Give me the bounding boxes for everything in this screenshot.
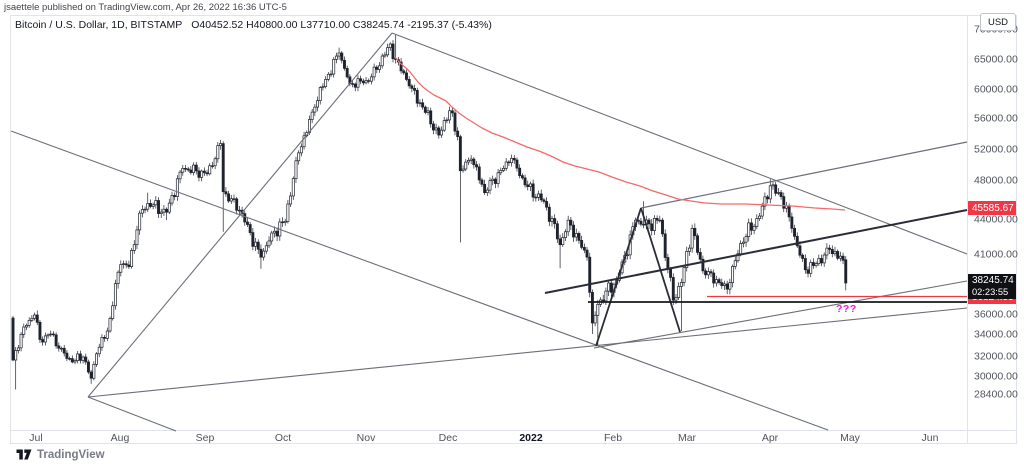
time-axis-label: Oct <box>275 432 291 444</box>
last-price-value: 38245.74 <box>972 275 1014 286</box>
price-axis-label: 41000.00 <box>974 249 1018 261</box>
time-axis-label: Aug <box>111 432 130 444</box>
chart-legend[interactable]: Bitcoin / U.S. Dollar, 1D, BITSTAMP O404… <box>15 19 492 31</box>
last-price-badge: 38245.74 02:23:55 <box>968 274 1016 299</box>
time-axis-label: Dec <box>439 432 458 444</box>
ma-price-value: 45585.67 <box>972 202 1014 214</box>
price-axis-label: 65000.00 <box>974 54 1018 66</box>
price-axis-label: 52000.00 <box>974 144 1018 156</box>
trendlines-layer <box>10 32 968 432</box>
trendline-fan-down[interactable] <box>87 396 177 432</box>
trendline-a-pattern-right[interactable] <box>640 207 681 333</box>
time-axis-label: Apr <box>762 432 779 444</box>
price-axis-label: 44000.00 <box>974 214 1018 226</box>
ohlc-values: O40452.52 H40800.00 L37710.00 C38245.74 … <box>191 19 492 31</box>
publish-watermark: jsaettele published on TradingView.com, … <box>4 2 287 13</box>
candles-layer <box>11 35 848 390</box>
axis-labels: 70000.0065000.0060000.0056000.0052000.00… <box>29 24 1018 445</box>
question-marks-annotation: ??? <box>836 303 857 315</box>
red-average-line[interactable] <box>394 56 846 211</box>
time-axis-label: Sep <box>196 432 215 444</box>
time-axis-label: Jun <box>922 432 939 444</box>
tradingview-logo-text: TradingView <box>37 448 105 461</box>
price-axis-label: 28400.00 <box>974 389 1018 401</box>
symbol-description: Bitcoin / U.S. Dollar, 1D, BITSTAMP <box>15 19 183 31</box>
trendline-desc-into-jan-low[interactable] <box>10 130 829 431</box>
tradingview-logo-icon <box>16 449 32 460</box>
time-axis-label: Feb <box>604 432 622 444</box>
price-axis-label: 32000.00 <box>974 351 1018 363</box>
time-axis-label: May <box>840 432 861 444</box>
price-axis-label: 34000.00 <box>974 329 1018 341</box>
price-axis-label: 30000.00 <box>974 371 1018 383</box>
time-axis-label: Jul <box>29 432 42 444</box>
chart-frame <box>10 15 1017 444</box>
trendline-a-pattern-left[interactable] <box>595 207 642 347</box>
time-axis-label: Nov <box>357 432 376 444</box>
ma-line-layer <box>394 56 846 211</box>
trendline-rise-from-jan-low[interactable] <box>593 280 968 349</box>
price-axis-label: 48000.00 <box>974 175 1018 187</box>
price-axis-label: 36000.00 <box>974 309 1018 321</box>
time-axis-label: Mar <box>678 432 697 444</box>
trendline-channel-mid-thick[interactable] <box>544 209 968 294</box>
price-axis-label: 60000.00 <box>974 84 1018 96</box>
bar-countdown: 02:23:55 <box>972 286 1009 297</box>
trendline-fan-mid[interactable] <box>87 307 968 398</box>
time-axis-label: 2022 <box>519 432 543 444</box>
currency-unit-button[interactable]: USD <box>980 13 1016 31</box>
trendline-channel-upper[interactable] <box>640 141 968 209</box>
trendline-desc-from-apex[interactable] <box>391 32 968 255</box>
ma-price-badge: 45585.67 <box>968 201 1016 215</box>
price-axis-label: 56000.00 <box>974 113 1018 125</box>
tradingview-logo[interactable]: TradingView <box>16 448 105 461</box>
